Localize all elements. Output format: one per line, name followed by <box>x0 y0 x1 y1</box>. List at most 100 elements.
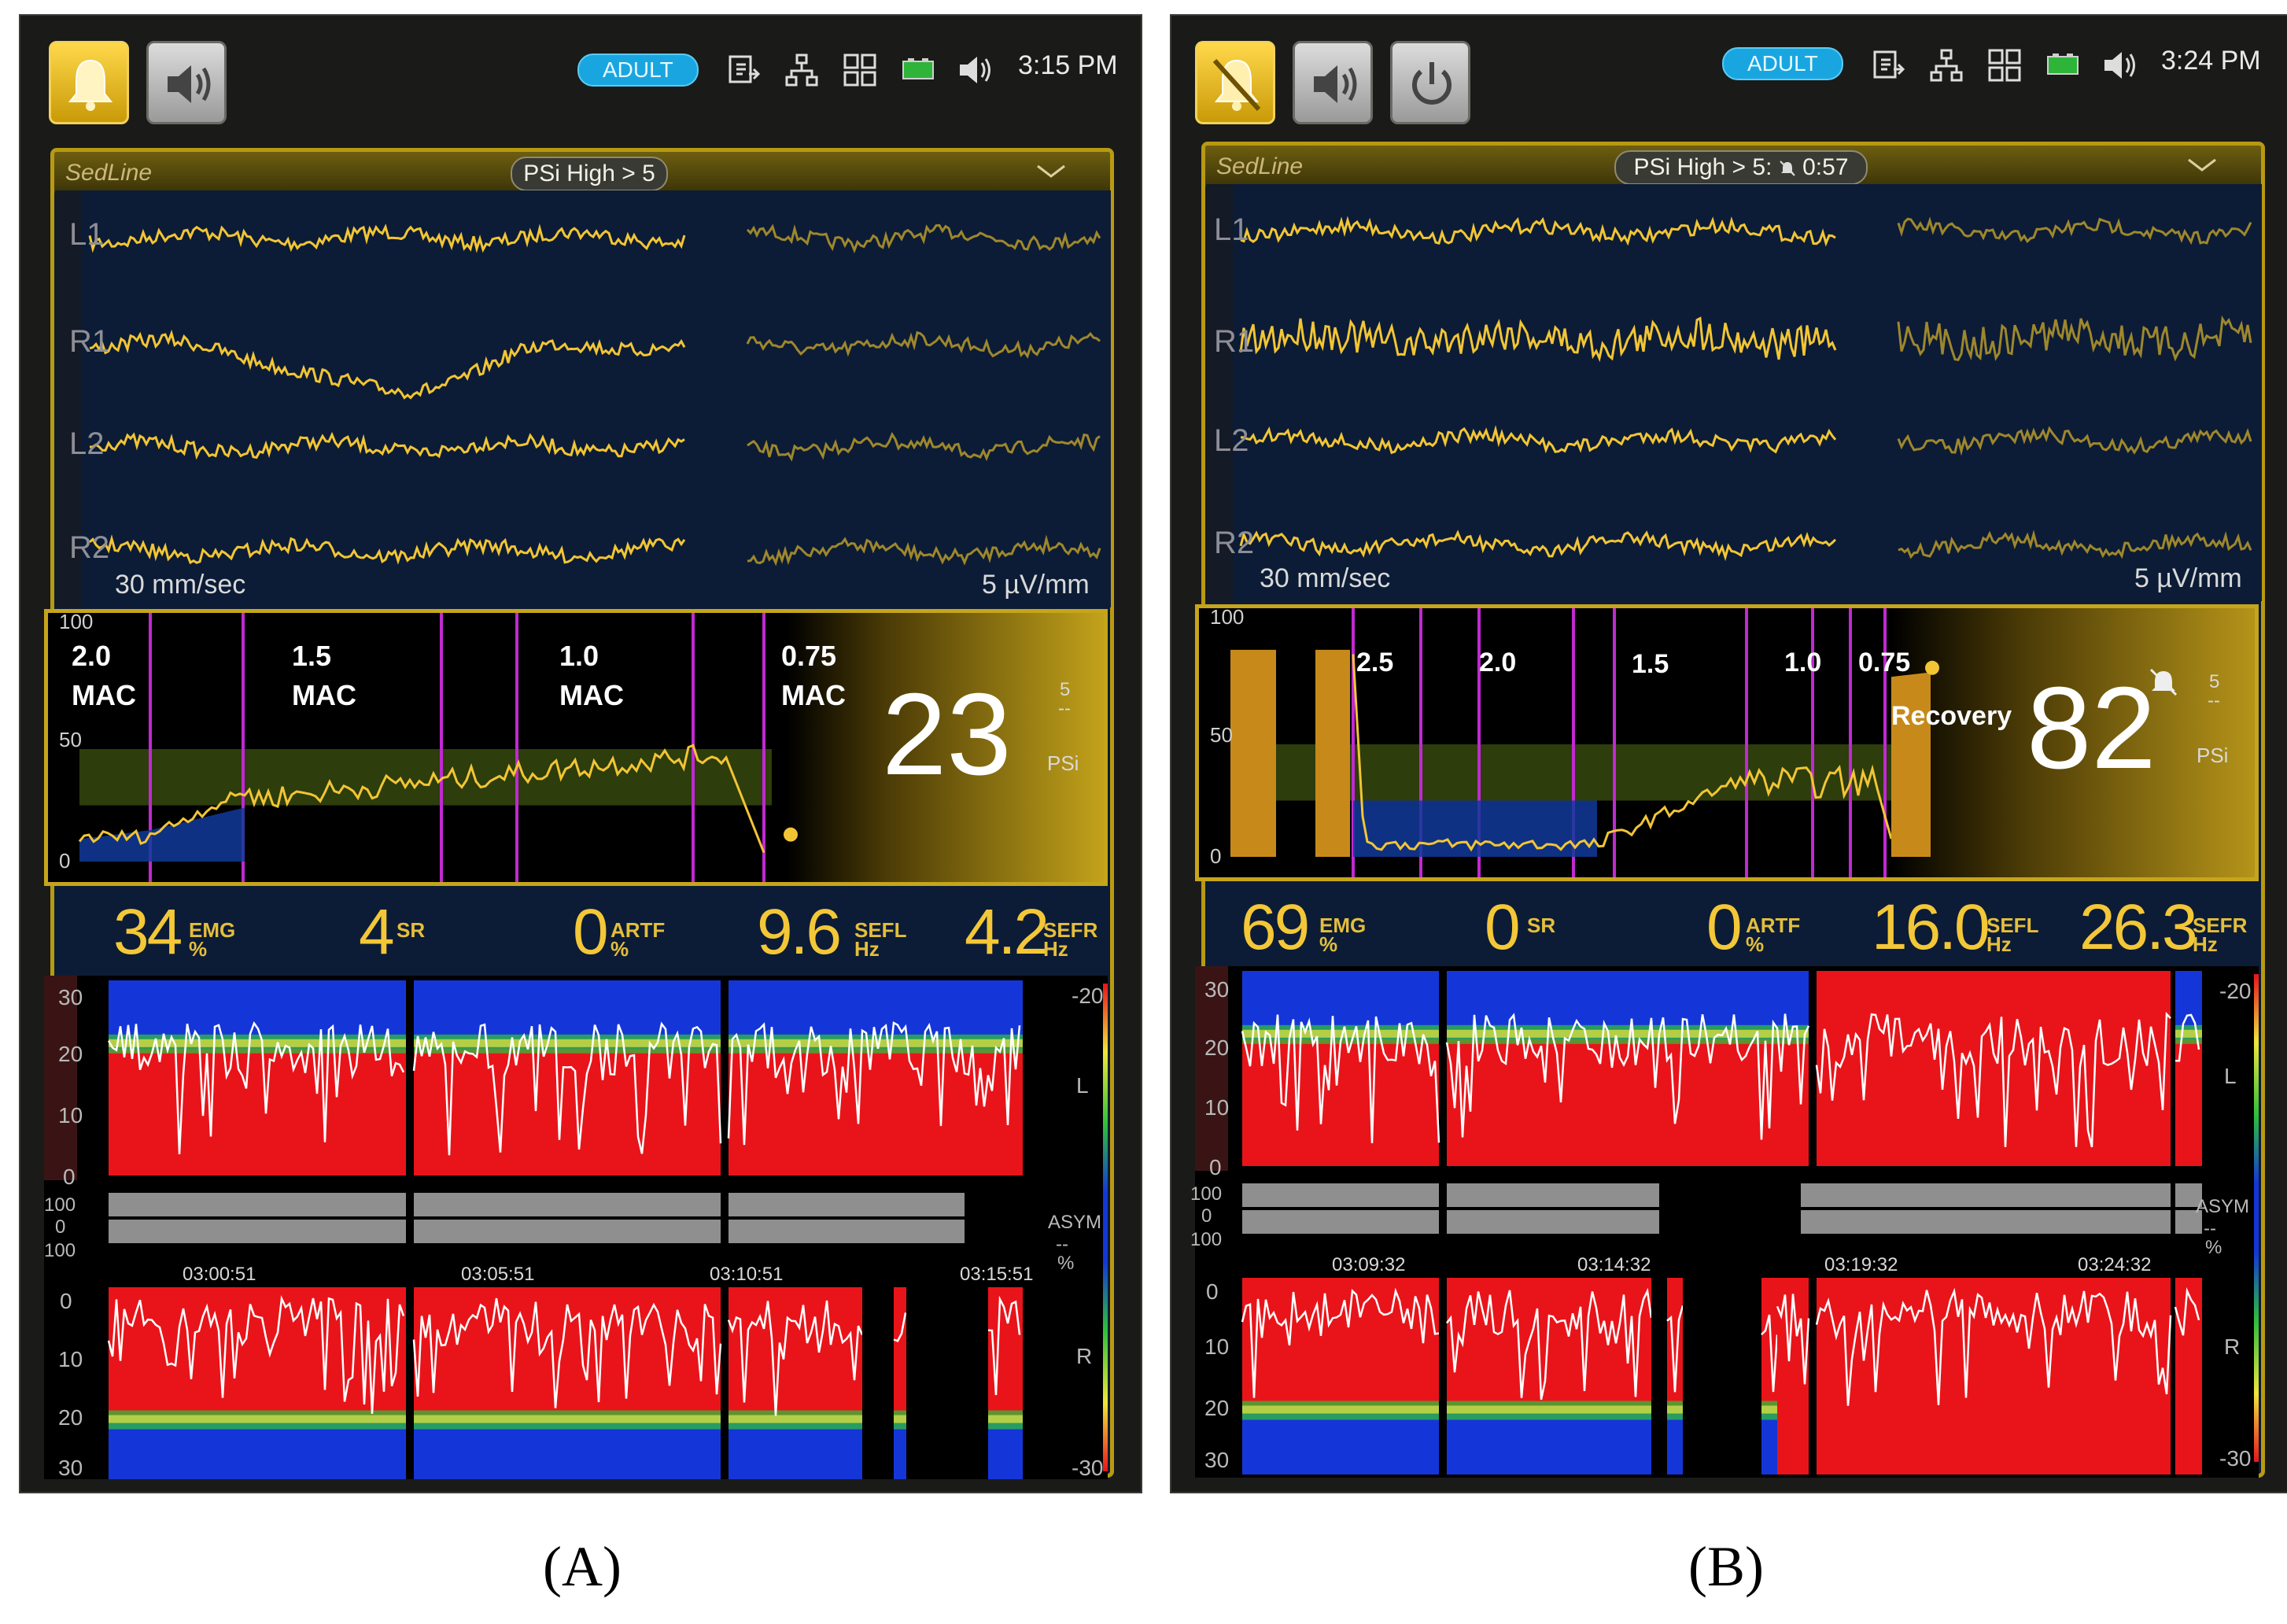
panel-caption: (A) <box>543 1535 622 1598</box>
psi-trend-chart <box>78 613 798 882</box>
psi-axis-tick: 0 <box>1210 844 1222 868</box>
psi-value-bg <box>788 613 1104 882</box>
alarm-silenced-button[interactable] <box>1195 41 1275 124</box>
asym-bar <box>1801 1183 2171 1207</box>
psi-scale-top: 5 <box>1060 679 1071 700</box>
param-value: 4.2 <box>965 896 1049 968</box>
sef-trace <box>1666 1305 1684 1393</box>
param-name: ARTF <box>610 918 666 942</box>
param-unit: % <box>1319 932 1338 956</box>
network-icon[interactable] <box>1928 47 1964 83</box>
dsa-axis-tick: 10 <box>58 1347 83 1371</box>
alarm-banner[interactable]: PSi High > 5 <box>511 157 668 191</box>
param-value: 0 <box>1706 891 1743 963</box>
asym-bar <box>729 1220 965 1243</box>
dsa-spectrogram <box>1195 966 2259 1478</box>
mac-label: 1.5 <box>1632 649 1669 679</box>
sef-trace <box>727 1021 1021 1146</box>
param-name: SR <box>397 918 426 942</box>
mac-value: 1.0 <box>559 640 599 672</box>
layout-grid-icon[interactable] <box>1986 47 2023 83</box>
colorbar-side-label: R <box>2224 1334 2241 1359</box>
chevron-down-icon[interactable] <box>2187 158 2217 172</box>
dsa-area[interactable]: 30 20 10 0 100 0 100 03:09:32 03:14:32 0… <box>1190 966 2259 1478</box>
asym-label: ASYM <box>1048 1212 1102 1233</box>
dsa-suppression <box>906 1287 988 1479</box>
amplitude-scale: 5 µV/mm <box>2134 563 2242 593</box>
dsa-area[interactable]: 30 20 10 0 100 0 100 03:00:51 03:05:51 0… <box>44 976 1108 1480</box>
volume-icon[interactable] <box>957 52 993 88</box>
low-psi-area <box>1353 800 1597 857</box>
dsa-axis-tick: 20 <box>1204 1396 1230 1420</box>
timestamp: 03:19:32 <box>1824 1254 1898 1275</box>
sef-trace <box>107 1294 405 1414</box>
patient-mode-badge[interactable]: ADULT <box>1722 47 1843 80</box>
power-button[interactable] <box>1390 41 1470 124</box>
volume-icon[interactable] <box>2101 47 2138 83</box>
eeg-trace <box>746 223 1101 253</box>
lead-gutter <box>1206 184 1233 601</box>
mac-label: 0.75 <box>1858 648 1911 677</box>
timestamp: 03:14:32 <box>1577 1254 1651 1275</box>
psi-label: PSi <box>2197 744 2229 767</box>
colorbar-tick: -30 <box>2219 1446 2252 1471</box>
chevron-down-icon[interactable] <box>1036 164 1066 179</box>
dsa-transition <box>988 1415 1023 1423</box>
lead-label: R2 <box>69 530 110 565</box>
eeg-trace <box>746 330 1101 359</box>
dsa-transition <box>2175 1029 2202 1038</box>
sef-trace <box>1776 1294 1810 1385</box>
audio-button[interactable] <box>1293 41 1373 124</box>
alarm-bell-button[interactable] <box>49 41 129 124</box>
dsa-axis-gutter <box>1195 966 1228 1171</box>
asym-axis-tick: 100 <box>44 1194 76 1216</box>
psi-axis-tick: 100 <box>1210 605 1245 629</box>
eeg-trace <box>1239 316 1837 363</box>
panel-caption: (B) <box>1688 1535 1764 1598</box>
psi-trend-panel[interactable]: 100 50 0 2.0 MAC 1.5 MAC 1.0 MAC 0.75 MAC 23… <box>44 609 1108 886</box>
awake-psi-bar <box>1230 649 1276 857</box>
param-unit: Hz <box>1986 932 2012 956</box>
layout-grid-icon[interactable] <box>842 52 878 88</box>
sef-trace <box>2174 1286 2200 1336</box>
param-name: EMG <box>189 918 236 942</box>
mac-label: 1.0 <box>1784 648 1822 677</box>
eeg-background <box>55 190 1111 607</box>
dsa-transition <box>1242 1029 1439 1038</box>
network-icon[interactable] <box>784 52 820 88</box>
asym-axis-tick: 100 <box>44 1240 76 1261</box>
dsa-transition <box>1447 1405 1651 1414</box>
asym-bar <box>1447 1210 1659 1234</box>
dsa-high-freq <box>1761 1405 1777 1475</box>
alarm-silence-timer: 0:57 <box>1802 154 1849 180</box>
low-psi-area <box>79 807 245 862</box>
eeg-trace <box>747 534 1101 567</box>
monitor-panel-a: ADULT 3:15 PM SedLine PSi High > 5 L1 R1… <box>19 14 1142 1493</box>
dsa-axis-gutter <box>44 976 77 1180</box>
asym-bar <box>2175 1210 2202 1234</box>
eeg-waveform-area <box>1206 184 2262 601</box>
alarm-banner[interactable]: PSi High > 5: 0:57 <box>1614 150 1868 185</box>
amplitude-scale: 5 µV/mm <box>982 570 1090 600</box>
psi-trend-panel[interactable]: 100 50 0 2.5 2.0 1.5 1.0 0.75 Recovery 8… <box>1195 604 2259 881</box>
dsa-axis-tick: 10 <box>1204 1334 1230 1359</box>
dsa-axis-tick: 30 <box>58 1456 83 1480</box>
patient-mode-badge[interactable]: ADULT <box>577 54 699 87</box>
eeg-trace <box>89 534 686 565</box>
state-label: Recovery <box>1891 701 2012 731</box>
dsa-block <box>1817 971 2171 1166</box>
speaker-icon <box>168 65 211 103</box>
export-icon[interactable] <box>725 52 762 88</box>
bell-icon <box>68 59 113 111</box>
lead-label: R2 <box>1214 526 1255 560</box>
asym-axis-tick: 0 <box>55 1216 66 1238</box>
timestamp: 03:24:32 <box>2078 1254 2152 1275</box>
param-unit: Hz <box>854 937 880 961</box>
audio-button[interactable] <box>146 41 227 124</box>
psi-scale-mid: -- <box>1058 698 1071 719</box>
dsa-axis-tick: 10 <box>58 1103 83 1128</box>
export-icon[interactable] <box>1870 47 1906 83</box>
eeg-trace <box>1897 315 2252 362</box>
clock: 3:15 PM <box>1018 50 1118 80</box>
sef-trace <box>893 1312 907 1342</box>
